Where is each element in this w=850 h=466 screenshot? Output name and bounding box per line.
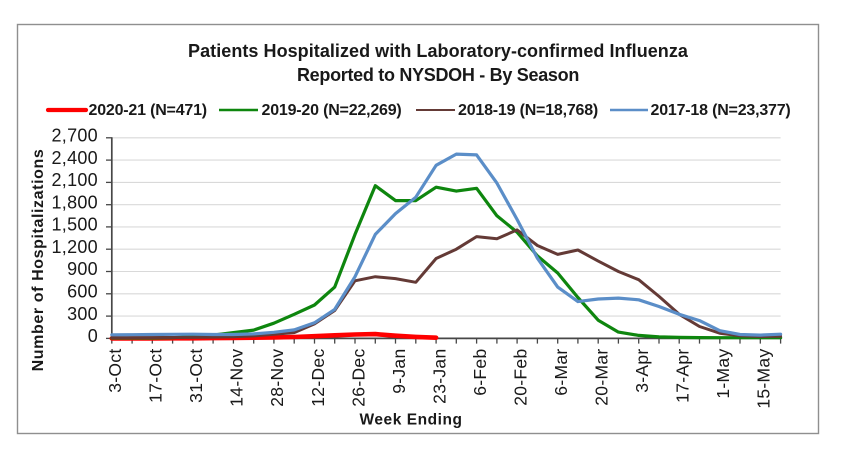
svg-text:17-Oct: 17-Oct	[146, 349, 166, 403]
svg-text:2018-19 (N=18,768): 2018-19 (N=18,768)	[458, 102, 598, 119]
svg-text:Reported to NYSDOH - By Season: Reported to NYSDOH - By Season	[297, 65, 579, 85]
svg-text:Patients Hospitalized with La: Patients Hospitalized with Laboratory-co…	[188, 41, 689, 61]
svg-text:2019-20 (N=22,269): 2019-20 (N=22,269)	[262, 102, 402, 119]
svg-text:20-Feb: 20-Feb	[510, 349, 530, 406]
svg-text:1,500: 1,500	[51, 215, 98, 235]
svg-text:31-Oct: 31-Oct	[186, 349, 206, 403]
svg-text:1,200: 1,200	[51, 237, 98, 257]
svg-text:20-Mar: 20-Mar	[592, 349, 612, 406]
svg-text:600: 600	[67, 282, 98, 302]
svg-text:6-Mar: 6-Mar	[551, 349, 571, 396]
svg-text:2,700: 2,700	[51, 126, 98, 146]
svg-text:28-Nov: 28-Nov	[267, 349, 287, 407]
svg-text:26-Dec: 26-Dec	[348, 349, 368, 407]
svg-text:9-Jan: 9-Jan	[389, 349, 409, 394]
svg-text:3-Oct: 3-Oct	[105, 349, 125, 393]
svg-text:900: 900	[67, 259, 98, 279]
svg-text:Number of Hospitalizations: Number of Hospitalizations	[30, 149, 47, 372]
svg-text:1,800: 1,800	[51, 192, 98, 212]
svg-text:12-Dec: 12-Dec	[308, 349, 328, 407]
svg-text:0: 0	[88, 326, 98, 346]
svg-text:14-Nov: 14-Nov	[227, 349, 247, 407]
svg-text:2,400: 2,400	[51, 148, 98, 168]
svg-text:300: 300	[67, 304, 98, 324]
svg-text:17-Apr: 17-Apr	[673, 349, 693, 403]
svg-text:Week Ending: Week Ending	[359, 412, 462, 429]
svg-text:1-May: 1-May	[713, 349, 733, 399]
svg-text:23-Jan: 23-Jan	[429, 349, 449, 404]
svg-text:2,100: 2,100	[51, 170, 98, 190]
svg-text:3-Apr: 3-Apr	[632, 349, 652, 393]
svg-text:2017-18 (N=23,377): 2017-18 (N=23,377)	[651, 102, 791, 119]
svg-text:2020-21 (N=471): 2020-21 (N=471)	[89, 102, 207, 119]
svg-text:15-May: 15-May	[754, 349, 774, 409]
svg-text:6-Feb: 6-Feb	[470, 349, 490, 396]
